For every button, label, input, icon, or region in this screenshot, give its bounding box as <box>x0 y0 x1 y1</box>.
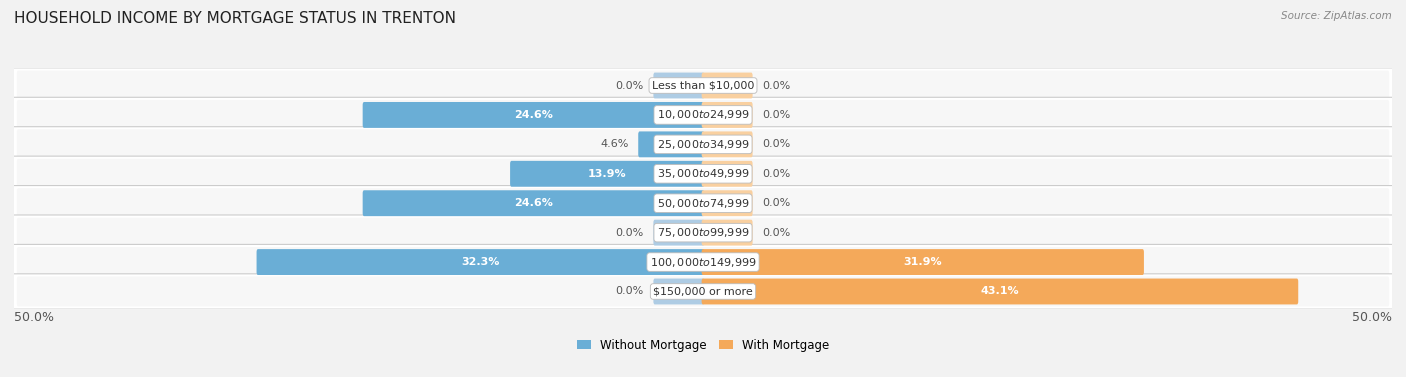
FancyBboxPatch shape <box>363 190 704 216</box>
Text: 0.0%: 0.0% <box>762 81 790 90</box>
Text: 24.6%: 24.6% <box>515 198 553 208</box>
Text: Source: ZipAtlas.com: Source: ZipAtlas.com <box>1281 11 1392 21</box>
Text: 0.0%: 0.0% <box>616 228 644 238</box>
FancyBboxPatch shape <box>363 102 704 128</box>
Text: 4.6%: 4.6% <box>600 139 628 149</box>
Text: 50.0%: 50.0% <box>1353 311 1392 323</box>
FancyBboxPatch shape <box>13 185 1393 221</box>
Text: 50.0%: 50.0% <box>14 311 53 323</box>
Text: 0.0%: 0.0% <box>616 287 644 296</box>
FancyBboxPatch shape <box>654 220 704 245</box>
FancyBboxPatch shape <box>17 276 1389 307</box>
Text: 13.9%: 13.9% <box>588 169 627 179</box>
Text: 43.1%: 43.1% <box>980 287 1019 296</box>
FancyBboxPatch shape <box>13 127 1393 162</box>
FancyBboxPatch shape <box>17 129 1389 159</box>
Text: $150,000 or more: $150,000 or more <box>654 287 752 296</box>
FancyBboxPatch shape <box>17 247 1389 277</box>
Text: $10,000 to $24,999: $10,000 to $24,999 <box>657 109 749 121</box>
Text: 32.3%: 32.3% <box>461 257 499 267</box>
FancyBboxPatch shape <box>702 102 752 128</box>
FancyBboxPatch shape <box>17 100 1389 130</box>
FancyBboxPatch shape <box>17 159 1389 189</box>
FancyBboxPatch shape <box>702 132 752 157</box>
FancyBboxPatch shape <box>638 132 704 157</box>
Text: $50,000 to $74,999: $50,000 to $74,999 <box>657 197 749 210</box>
Text: $100,000 to $149,999: $100,000 to $149,999 <box>650 256 756 268</box>
FancyBboxPatch shape <box>17 188 1389 218</box>
Text: 0.0%: 0.0% <box>762 139 790 149</box>
Text: $25,000 to $34,999: $25,000 to $34,999 <box>657 138 749 151</box>
Text: 0.0%: 0.0% <box>762 169 790 179</box>
Text: 0.0%: 0.0% <box>762 228 790 238</box>
Text: 0.0%: 0.0% <box>762 110 790 120</box>
Text: Less than $10,000: Less than $10,000 <box>652 81 754 90</box>
FancyBboxPatch shape <box>256 249 704 275</box>
Text: 31.9%: 31.9% <box>904 257 942 267</box>
Text: 0.0%: 0.0% <box>616 81 644 90</box>
FancyBboxPatch shape <box>13 156 1393 192</box>
FancyBboxPatch shape <box>702 279 1298 305</box>
FancyBboxPatch shape <box>702 72 752 98</box>
FancyBboxPatch shape <box>654 279 704 305</box>
FancyBboxPatch shape <box>702 190 752 216</box>
FancyBboxPatch shape <box>13 274 1393 309</box>
Text: $75,000 to $99,999: $75,000 to $99,999 <box>657 226 749 239</box>
FancyBboxPatch shape <box>13 68 1393 103</box>
FancyBboxPatch shape <box>702 220 752 245</box>
FancyBboxPatch shape <box>702 249 1144 275</box>
Text: 24.6%: 24.6% <box>515 110 553 120</box>
FancyBboxPatch shape <box>510 161 704 187</box>
FancyBboxPatch shape <box>13 97 1393 133</box>
FancyBboxPatch shape <box>702 161 752 187</box>
FancyBboxPatch shape <box>17 70 1389 101</box>
FancyBboxPatch shape <box>13 215 1393 250</box>
FancyBboxPatch shape <box>17 218 1389 248</box>
FancyBboxPatch shape <box>13 244 1393 280</box>
Legend: Without Mortgage, With Mortgage: Without Mortgage, With Mortgage <box>572 334 834 356</box>
Text: HOUSEHOLD INCOME BY MORTGAGE STATUS IN TRENTON: HOUSEHOLD INCOME BY MORTGAGE STATUS IN T… <box>14 11 456 26</box>
FancyBboxPatch shape <box>654 72 704 98</box>
Text: 0.0%: 0.0% <box>762 198 790 208</box>
Text: $35,000 to $49,999: $35,000 to $49,999 <box>657 167 749 180</box>
